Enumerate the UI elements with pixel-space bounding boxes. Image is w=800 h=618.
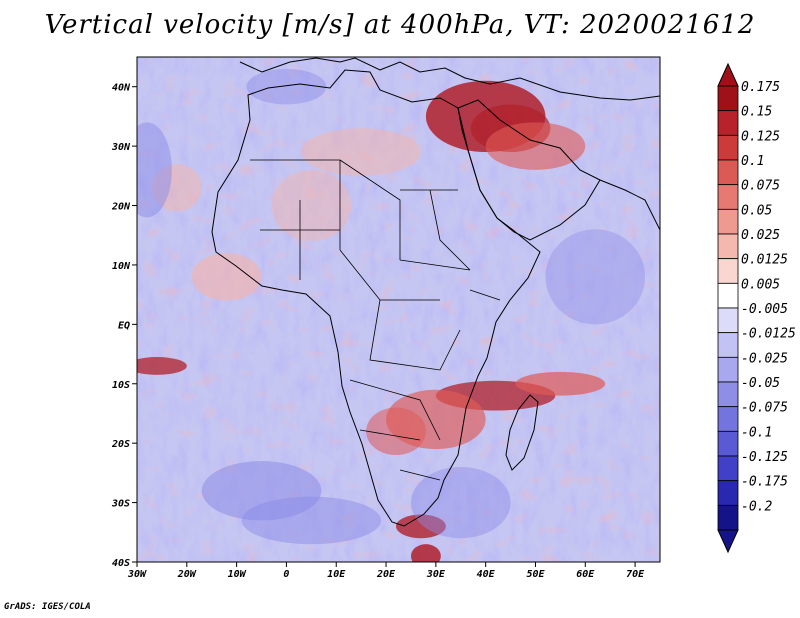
lat-tick-label: 10N (112, 261, 131, 272)
velocity-patch (410, 544, 441, 562)
colorbar-swatch (717, 332, 739, 358)
colorbar-swatch (717, 406, 739, 432)
velocity-field (137, 57, 660, 562)
lat-tick-label: 30S (111, 499, 130, 510)
colorbar-swatch (717, 307, 739, 334)
lon-tick-label: 20E (376, 569, 396, 580)
velocity-patch (301, 128, 421, 176)
velocity-patch (545, 229, 646, 325)
colorbar: 0.175 0.15 0.125 0.1 0.075 0.05 0.025 0.0125 0.0… (717, 62, 796, 554)
colorbar-bottom-arrow (717, 529, 739, 554)
velocity-patch (515, 371, 606, 396)
colorbar-label: 0.0125 (741, 253, 788, 268)
colorbar-swatch (717, 85, 739, 112)
colorbar-label: -0.175 (741, 475, 788, 490)
map-title: Vertical velocity [m/s] at 400hPa, VT: 2… (44, 10, 756, 40)
europe-coast (239, 57, 491, 85)
colorbar-label: 0.075 (741, 179, 780, 194)
colorbar-swatch (717, 159, 739, 186)
lon-tick-label: 50E (526, 569, 545, 580)
colorbar-swatch (717, 504, 739, 531)
velocity-patch (241, 496, 382, 545)
lat-tick-label: 10S (112, 380, 130, 391)
lon-tick-label: 0 (283, 569, 289, 580)
lon-tick-label: 40E (477, 569, 496, 580)
colorbar-label: -0.005 (741, 302, 788, 317)
lat-tick-label: EQ (118, 320, 130, 331)
colorbar-swatch (717, 134, 739, 161)
colorbar-label: 0.05 (741, 203, 772, 218)
colorbar-label: 0.025 (741, 228, 780, 243)
madagascar-coast (505, 394, 539, 471)
longitude-axis: 30W 20W 10W 0 10E 20E 30E 40E 50E 60E 70E (127, 562, 645, 580)
coastlines (211, 57, 660, 527)
colorbar-label: 0.175 (741, 80, 780, 95)
colorbar-label: 0.15 (741, 105, 772, 120)
lat-tick-label: 20S (111, 439, 130, 450)
velocity-patch (396, 514, 446, 539)
arabia-coast (457, 99, 601, 241)
colorbar-label: -0.2 (741, 499, 772, 514)
velocity-patch (137, 122, 172, 218)
colorbar-label: -0.1 (741, 425, 772, 440)
colorbar-label: 0.1 (741, 154, 764, 169)
colorbar-swatch (717, 184, 739, 210)
velocity-patch (271, 169, 352, 242)
lat-tick-label: 30N (111, 142, 131, 153)
colorbar-label: -0.05 (741, 376, 780, 391)
latitude-axis: 40N 30N 20N 10N EQ 10S 20S 30S 40S (111, 83, 137, 569)
colorbar-swatch (717, 282, 739, 309)
colorbar-swatch (717, 208, 739, 235)
lat-tick-label: 20N (111, 202, 131, 213)
colorbar-top-arrow (717, 62, 739, 87)
lon-tick-label: 10W (228, 569, 247, 580)
velocity-patch (137, 357, 187, 375)
colorbar-swatch (717, 430, 739, 457)
colorbar-label: -0.025 (741, 351, 788, 366)
asia-coast (489, 77, 660, 231)
colorbar-swatch (717, 233, 739, 260)
colorbar-swatch (717, 356, 739, 383)
lon-tick-label: 70E (626, 569, 645, 580)
velocity-patch (366, 407, 426, 456)
colorbar-swatch (717, 480, 739, 506)
lat-tick-label: 40S (112, 558, 130, 569)
velocity-patch (191, 253, 262, 301)
plot-frame (136, 56, 661, 563)
africa-coast (211, 69, 541, 527)
velocity-patch (485, 122, 586, 170)
lon-tick-label: 10E (327, 569, 346, 580)
colorbar-label: -0.0125 (741, 327, 796, 342)
lon-tick-label: 30E (426, 569, 446, 580)
lat-tick-label: 40N (112, 83, 131, 94)
colorbar-label: 0.005 (741, 277, 780, 292)
colorbar-swatch (717, 258, 739, 284)
country-borders (250, 159, 501, 481)
velocity-patch (410, 466, 511, 539)
lon-tick-label: 20W (177, 569, 197, 580)
colorbar-swatch (717, 455, 739, 482)
grads-credit: GrADS: IGES/COLA (4, 602, 91, 612)
colorbar-label: 0.125 (741, 129, 780, 144)
colorbar-swatch (717, 381, 739, 408)
colorbar-label: -0.125 (741, 450, 788, 465)
lon-tick-label: 30W (127, 569, 147, 580)
velocity-patch (246, 68, 327, 105)
colorbar-label: -0.075 (741, 401, 788, 416)
lon-tick-label: 60E (576, 569, 595, 580)
colorbar-swatch (717, 110, 739, 136)
